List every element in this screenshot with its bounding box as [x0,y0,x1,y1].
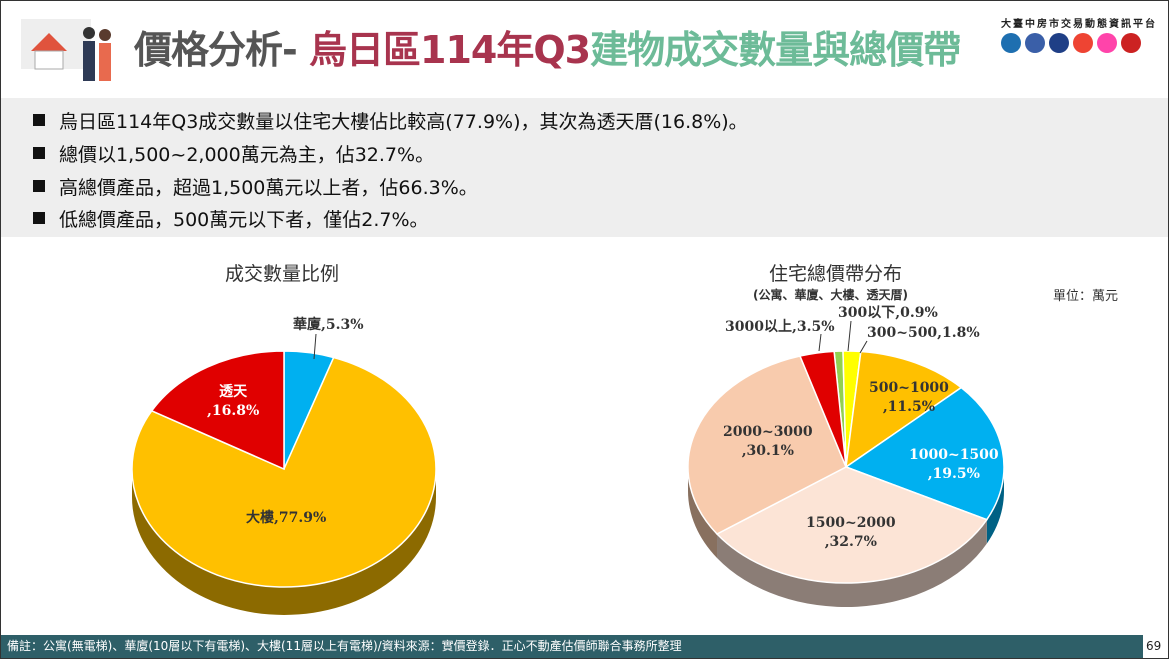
pie-slice-1500~2000 [715,466,988,584]
pie-side-2000~3000 [688,467,718,558]
logo-icon [1001,33,1021,53]
page-title: 價格分析- 烏日區114年Q3建物成交數量與總價帶 [134,19,961,74]
partner-logos [1001,33,1141,53]
pie-slice-透天 [150,350,285,471]
title-part: 烏日區114年Q3 [309,28,591,72]
data-label: 500~1000 ,11.5% [869,380,949,415]
bullet-item: 低總價產品，500萬元以下者，僅佔2.7%。 [33,205,429,232]
data-label: 華廈,5.3% [293,317,364,333]
pie-slice-2000~3000 [687,355,847,535]
logo-icon [1049,33,1069,53]
house-people-illustration [11,11,119,83]
bullet-item: 高總價產品，超過1,500萬元以上者，佔66.3%。 [33,173,478,200]
chart-title-left: 成交數量比例 [225,263,340,285]
data-label: 2000~3000 ,30.1% [723,424,813,459]
data-label: 300以下,0.9% [838,305,938,321]
unit-label: 單位：萬元 [1053,289,1119,304]
summary-bullets: 烏日區114年Q3成交數量以住宅大樓佔比較高(77.9%)，其次為透天厝(16.… [1,98,1168,237]
data-label: 1000~1500 ,19.5% [909,447,999,482]
leader-line [313,333,317,360]
bullet-item: 烏日區114年Q3成交數量以住宅大樓佔比較高(77.9%)，其次為透天厝(16.… [33,107,748,134]
leader-line [859,340,868,354]
pie-slice-大樓 [131,356,437,588]
pie-slice-500~1000 [845,350,963,469]
title-part: 價格分析- [134,28,298,72]
data-label: 透天 ,16.8% [207,384,260,419]
logo-icon [1097,33,1117,53]
bullet-item: 總價以1,500~2,000萬元為主，佔32.7%。 [33,140,434,167]
pie-slice-1000~1500 [844,386,1005,521]
data-label: 3000以上,3.5% [725,319,835,335]
pie-slice-3000以上 [798,350,847,468]
chart-title-right: 住宅總價帶分布 [769,263,903,285]
logo-icon [1025,33,1045,53]
chart-subtitle: (公寓、華廈、大樓、透天厝) [753,288,908,302]
title-part: 建物成交數量與總價帶 [590,28,961,72]
platform-name: 大臺中房市交易動態資訊平台 [1001,19,1157,30]
logo-icon [1073,33,1093,53]
page-number: 69 [1146,639,1162,653]
pie-side-大樓 [132,469,436,615]
leader-line [818,333,822,352]
data-label: 300~500,1.8% [867,325,980,341]
data-label: 1500~2000 ,32.7% [806,515,896,550]
data-label: 大樓,77.9% [246,510,327,526]
leader-line [847,320,852,352]
logo-icon [1121,33,1141,53]
pie-side-1500~2000 [717,519,987,608]
footer-note: 備註：公寓(無電梯)、華廈(10層以下有電梯)、大樓(11層以上有電梯)/資料來… [1,635,1143,658]
